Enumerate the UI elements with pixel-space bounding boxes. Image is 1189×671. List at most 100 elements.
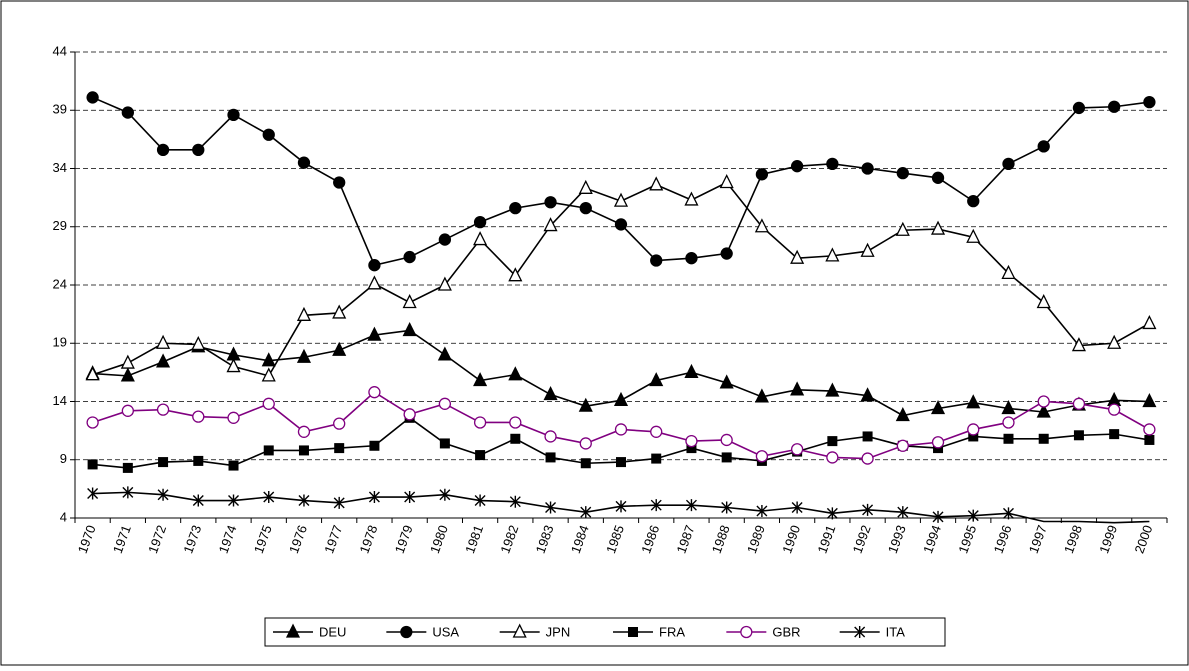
marker — [438, 397, 452, 410]
marker — [297, 425, 311, 438]
marker — [475, 450, 486, 461]
marker — [756, 505, 768, 518]
marker — [755, 168, 769, 181]
marker — [544, 196, 557, 209]
marker — [262, 128, 275, 141]
marker — [261, 367, 276, 382]
marker — [473, 231, 488, 246]
marker — [369, 440, 380, 451]
marker — [1002, 507, 1014, 520]
marker — [861, 452, 874, 465]
marker — [1037, 140, 1050, 153]
marker — [86, 416, 99, 429]
marker — [157, 488, 169, 501]
marker — [614, 423, 628, 436]
marker — [545, 501, 557, 514]
marker — [334, 443, 345, 454]
marker — [721, 501, 733, 514]
marker — [512, 623, 527, 638]
marker — [158, 457, 169, 468]
marker — [719, 174, 734, 189]
marker — [156, 334, 171, 349]
marker — [473, 215, 487, 229]
marker — [263, 445, 274, 456]
marker — [543, 386, 558, 401]
marker — [228, 494, 240, 507]
marker — [1143, 95, 1156, 109]
marker — [628, 627, 638, 637]
marker — [861, 162, 874, 175]
marker — [193, 455, 204, 466]
marker — [545, 452, 556, 463]
marker — [1142, 393, 1157, 408]
marker — [931, 171, 945, 184]
legend-label: ITA — [886, 624, 906, 639]
marker — [790, 160, 804, 173]
legend-label: JPN — [546, 624, 571, 639]
y-tick-label: 44 — [53, 43, 67, 58]
marker — [966, 394, 981, 409]
marker — [649, 372, 664, 387]
marker — [896, 439, 909, 452]
marker — [403, 408, 416, 421]
marker — [192, 494, 204, 507]
marker — [404, 491, 416, 504]
marker — [1072, 101, 1086, 115]
y-tick-label: 24 — [53, 276, 67, 291]
marker — [227, 411, 240, 424]
marker — [686, 443, 697, 454]
marker — [862, 503, 874, 516]
marker — [580, 506, 592, 519]
marker — [1144, 434, 1155, 445]
marker — [790, 381, 805, 396]
marker — [192, 143, 205, 157]
marker — [825, 382, 840, 397]
marker — [87, 487, 99, 500]
marker — [826, 507, 838, 520]
y-tick-label: 19 — [53, 335, 67, 350]
marker — [1001, 400, 1016, 415]
legend-label: GBR — [772, 624, 800, 639]
marker — [650, 254, 663, 267]
marker — [860, 242, 875, 257]
marker — [613, 391, 629, 406]
marker — [1037, 395, 1050, 408]
marker — [615, 500, 627, 513]
marker — [578, 179, 593, 194]
legend-box — [264, 617, 946, 647]
marker — [296, 306, 312, 321]
marker — [854, 626, 866, 638]
marker — [437, 276, 452, 291]
marker — [156, 143, 170, 157]
marker — [439, 438, 450, 449]
marker — [333, 176, 346, 189]
marker — [651, 453, 662, 464]
marker — [367, 326, 382, 341]
marker — [1071, 337, 1086, 352]
marker — [367, 275, 382, 290]
marker — [402, 294, 417, 309]
y-tick-label: 39 — [53, 102, 67, 117]
marker — [297, 156, 311, 169]
marker — [439, 488, 451, 501]
marker — [87, 459, 98, 470]
marker — [685, 252, 698, 265]
marker — [650, 499, 662, 512]
marker — [1143, 423, 1156, 436]
marker — [1108, 100, 1121, 113]
marker — [685, 434, 698, 448]
marker — [85, 366, 100, 381]
marker — [579, 201, 592, 215]
marker — [966, 228, 981, 243]
marker — [1072, 397, 1086, 410]
marker — [862, 431, 873, 442]
marker — [684, 191, 699, 206]
marker — [508, 366, 523, 381]
marker — [827, 436, 838, 447]
marker — [400, 625, 413, 639]
marker — [228, 460, 239, 471]
marker — [368, 259, 381, 272]
marker — [192, 410, 205, 423]
marker — [156, 353, 171, 368]
